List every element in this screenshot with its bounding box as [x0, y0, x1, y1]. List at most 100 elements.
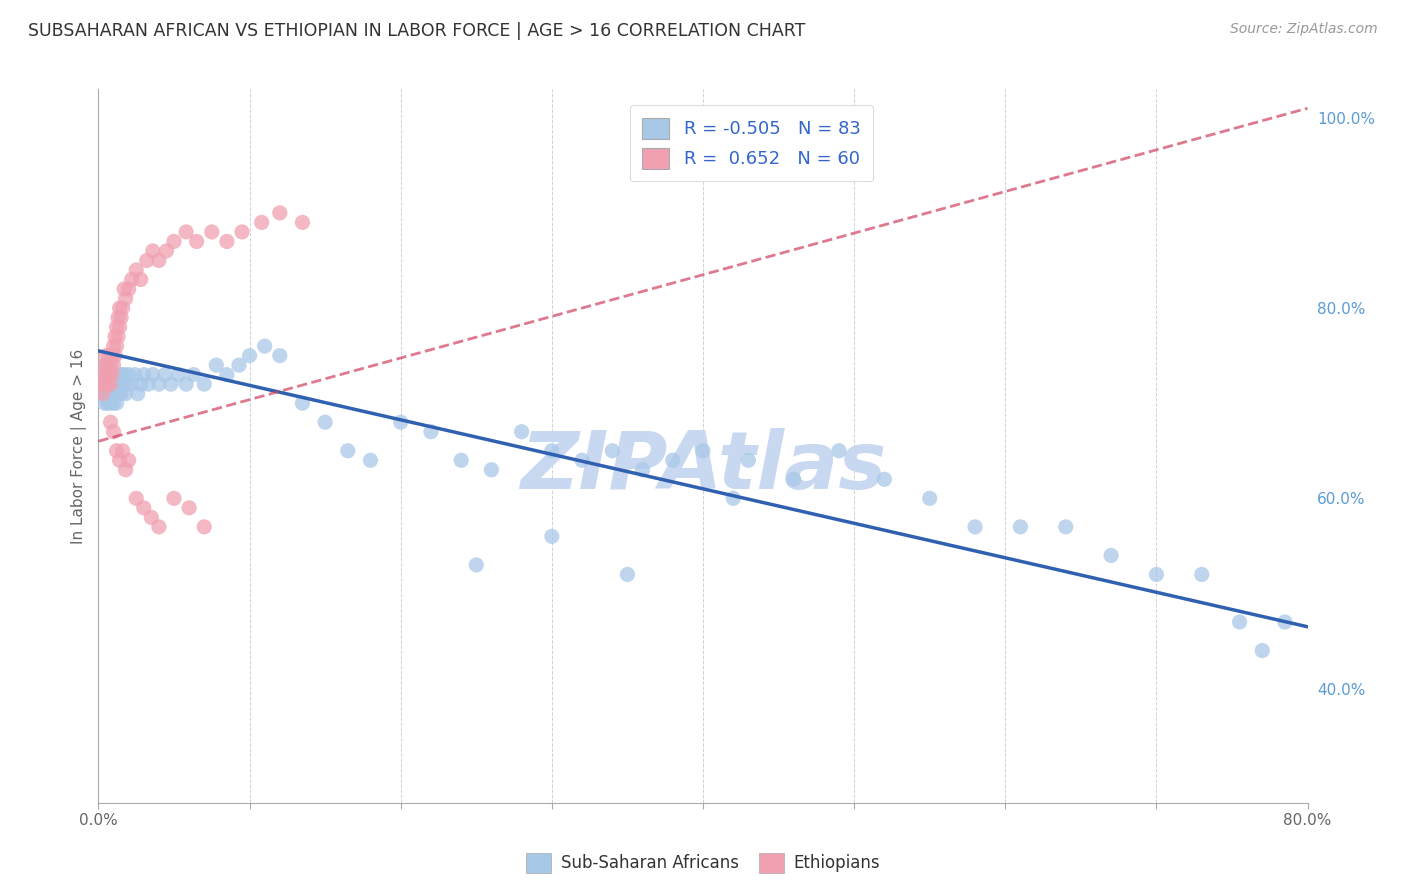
- Point: [104, 329, 127, 343]
- Point: [94, 358, 117, 372]
- Point: [93, 358, 115, 372]
- Point: [112, 282, 135, 296]
- Point: [215, 235, 238, 249]
- Point: [107, 386, 129, 401]
- Point: [873, 472, 896, 486]
- Point: [100, 377, 122, 392]
- Point: [129, 272, 152, 286]
- Point: [111, 377, 134, 392]
- Point: [94, 349, 117, 363]
- Point: [96, 358, 118, 372]
- Point: [103, 396, 125, 410]
- Point: [112, 368, 135, 382]
- Point: [918, 491, 941, 506]
- Point: [125, 491, 148, 506]
- Point: [107, 368, 129, 382]
- Point: [105, 443, 128, 458]
- Point: [101, 349, 124, 363]
- Point: [114, 386, 136, 401]
- Point: [105, 377, 128, 392]
- Point: [602, 443, 624, 458]
- Point: [108, 320, 131, 334]
- Point: [105, 396, 128, 410]
- Point: [193, 520, 215, 534]
- Point: [142, 244, 165, 258]
- Point: [1010, 520, 1032, 534]
- Point: [389, 415, 412, 429]
- Point: [110, 368, 132, 382]
- Point: [98, 368, 121, 382]
- Point: [163, 491, 186, 506]
- Text: SUBSAHARAN AFRICAN VS ETHIOPIAN IN LABOR FORCE | AGE > 16 CORRELATION CHART: SUBSAHARAN AFRICAN VS ETHIOPIAN IN LABOR…: [28, 22, 806, 40]
- Text: ZIPAtlas: ZIPAtlas: [520, 428, 886, 507]
- Point: [101, 386, 124, 401]
- Point: [215, 368, 238, 382]
- Point: [571, 453, 593, 467]
- Point: [336, 443, 359, 458]
- Point: [314, 415, 336, 429]
- Point: [129, 377, 152, 392]
- Point: [616, 567, 638, 582]
- Point: [111, 301, 134, 315]
- Point: [737, 453, 759, 467]
- Point: [1099, 549, 1122, 563]
- Point: [91, 386, 114, 401]
- Point: [101, 368, 124, 382]
- Point: [540, 529, 562, 543]
- Point: [1191, 567, 1213, 582]
- Point: [135, 253, 157, 268]
- Point: [465, 558, 488, 572]
- Point: [115, 377, 138, 392]
- Point: [167, 368, 190, 382]
- Point: [1229, 615, 1251, 629]
- Point: [127, 386, 149, 401]
- Point: [103, 425, 125, 439]
- Point: [111, 443, 134, 458]
- Point: [103, 339, 125, 353]
- Point: [153, 368, 176, 382]
- Point: [96, 377, 118, 392]
- Point: [510, 425, 533, 439]
- Point: [253, 339, 276, 353]
- Y-axis label: In Labor Force | Age > 16: In Labor Force | Age > 16: [72, 349, 87, 543]
- Point: [107, 310, 129, 325]
- Point: [136, 377, 159, 392]
- Point: [228, 358, 250, 372]
- Point: [481, 463, 503, 477]
- Point: [155, 244, 177, 258]
- Point: [174, 225, 197, 239]
- Point: [291, 215, 314, 229]
- Point: [100, 358, 122, 372]
- Point: [94, 368, 117, 382]
- Legend: Sub-Saharan Africans, Ethiopians: Sub-Saharan Africans, Ethiopians: [519, 847, 887, 880]
- Point: [93, 377, 115, 392]
- Point: [104, 386, 127, 401]
- Point: [121, 272, 143, 286]
- Point: [98, 368, 121, 382]
- Point: [1054, 520, 1077, 534]
- Point: [110, 386, 132, 401]
- Point: [124, 368, 146, 382]
- Point: [125, 263, 148, 277]
- Point: [231, 225, 253, 239]
- Point: [100, 396, 122, 410]
- Point: [98, 349, 121, 363]
- Point: [93, 368, 115, 382]
- Point: [105, 320, 128, 334]
- Point: [174, 377, 197, 392]
- Point: [132, 500, 155, 515]
- Point: [104, 368, 127, 382]
- Text: Source: ZipAtlas.com: Source: ZipAtlas.com: [1230, 22, 1378, 37]
- Point: [108, 377, 131, 392]
- Point: [160, 377, 183, 392]
- Point: [98, 386, 121, 401]
- Point: [118, 282, 141, 296]
- Point: [1144, 567, 1167, 582]
- Point: [193, 377, 215, 392]
- Point: [107, 329, 129, 343]
- Point: [93, 396, 115, 410]
- Point: [94, 386, 117, 401]
- Point: [783, 472, 806, 486]
- Point: [101, 368, 124, 382]
- Point: [104, 349, 127, 363]
